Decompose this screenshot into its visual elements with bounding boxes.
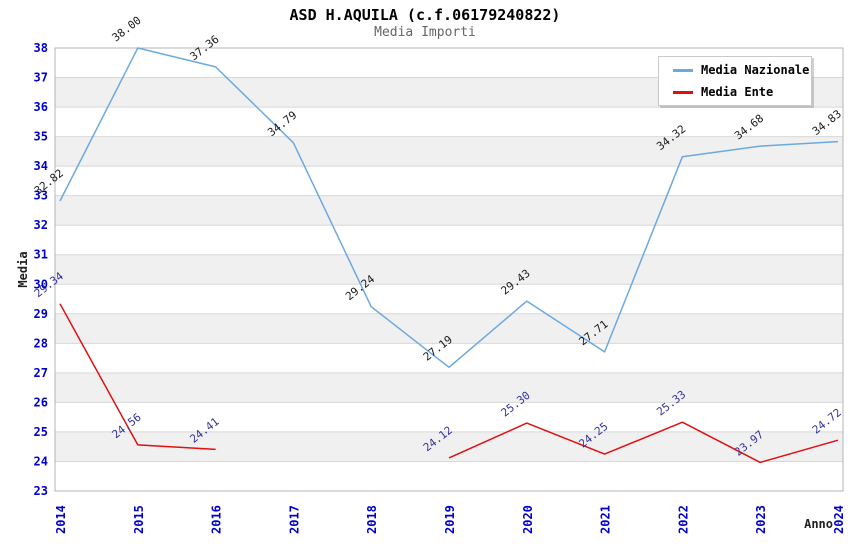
legend: Media Nazionale Media Ente: [658, 56, 812, 106]
y-tick-label: 36: [34, 100, 48, 114]
chart-subtitle: Media Importi: [374, 25, 476, 40]
x-tick-label: 2018: [365, 505, 379, 534]
x-tick-label: 2014: [54, 505, 68, 534]
series-line-media-nazionale: [59, 47, 839, 369]
chart-title: ASD H.AQUILA (c.f.06179240822): [289, 6, 561, 24]
y-tick-label: 33: [34, 189, 48, 203]
plot-border: [54, 47, 844, 492]
y-tick-label: 26: [34, 395, 48, 409]
legend-line-swatch-nazionale: [673, 68, 693, 72]
y-tick-label: 37: [34, 71, 48, 85]
y-axis-title: Media: [16, 251, 30, 287]
grid-band: [55, 195, 843, 226]
legend-line-swatch-ente: [673, 90, 693, 94]
y-tick-label: 25: [34, 425, 48, 439]
x-tick-label: 2015: [132, 505, 146, 534]
x-axis-title: Anno: [804, 517, 833, 531]
legend-item-media-nazionale: Media Nazionale: [659, 63, 811, 77]
y-tick-label: 34: [34, 159, 48, 173]
grid-band: [55, 254, 843, 285]
grid-band: [55, 136, 843, 167]
x-tick-label: 2021: [599, 505, 613, 534]
legend-item-media-ente: Media Ente: [659, 85, 811, 99]
y-tick-label: 29: [34, 307, 48, 321]
series-line-media-ente: [59, 303, 839, 464]
data-label: 34.79: [265, 109, 299, 140]
grid-band: [55, 313, 843, 344]
x-tick-label: 2016: [210, 505, 224, 534]
grid-band: [55, 372, 843, 403]
data-label: 34.83: [810, 107, 844, 138]
y-tick-label: 24: [34, 454, 48, 468]
y-tick-label: 28: [34, 336, 48, 350]
x-tick-label: 2017: [287, 505, 301, 534]
y-tick-label: 30: [34, 277, 48, 291]
y-tick-label: 35: [34, 130, 48, 144]
x-tick-label: 2024: [832, 505, 846, 534]
x-tick-label: 2022: [676, 505, 690, 534]
y-tick-label: 38: [34, 41, 48, 55]
legend-label-nazionale: Media Nazionale: [701, 63, 810, 77]
x-tick-label: 2019: [443, 505, 457, 534]
x-tick-label: 2020: [521, 505, 535, 534]
x-tick-label: 2023: [754, 505, 768, 534]
legend-label-ente: Media Ente: [701, 85, 774, 99]
y-tick-label: 32: [34, 218, 48, 232]
y-tick-label: 23: [34, 484, 48, 498]
y-tick-label: 27: [34, 366, 48, 380]
y-tick-label: 31: [34, 248, 48, 262]
